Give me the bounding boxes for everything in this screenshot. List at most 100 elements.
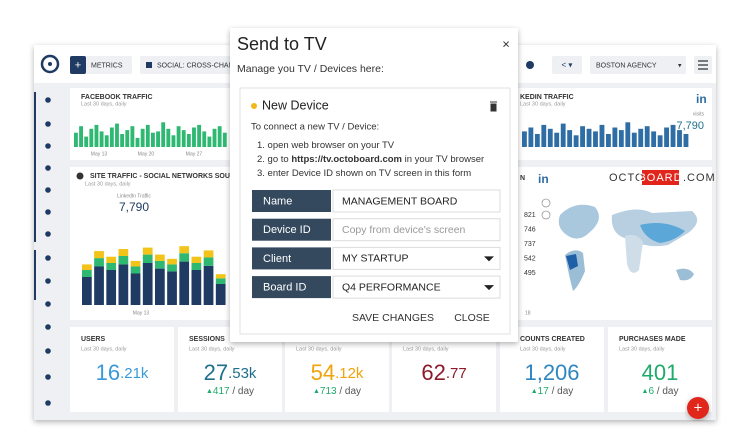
kpi-value-suffix: .77 bbox=[446, 365, 467, 382]
field-input[interactable] bbox=[332, 189, 501, 213]
bar bbox=[99, 131, 104, 147]
dropdown-caret[interactable] bbox=[484, 285, 494, 291]
bar-segment bbox=[130, 266, 141, 274]
sidebar-icon[interactable] bbox=[45, 301, 51, 307]
kpi-value-main: 16 bbox=[96, 360, 120, 385]
bar bbox=[171, 135, 176, 147]
bar bbox=[94, 124, 99, 147]
grid-icon bbox=[146, 62, 152, 68]
bar-segment bbox=[215, 274, 226, 279]
map-value: 495 bbox=[524, 270, 536, 277]
kpi-delta-unit: / day bbox=[232, 386, 254, 397]
kpi-delta: ▲713 / day bbox=[313, 386, 361, 397]
brand-box-text: BOARD bbox=[638, 172, 682, 184]
dashboard-selector[interactable] bbox=[140, 56, 232, 74]
bar bbox=[89, 128, 94, 147]
sidebar-icon[interactable] bbox=[45, 278, 51, 284]
close-button[interactable]: CLOSE bbox=[454, 312, 490, 324]
widget-subtitle: Last 30 days, daily bbox=[81, 101, 127, 107]
delete-icon[interactable] bbox=[490, 101, 497, 112]
sidebar-icon[interactable] bbox=[45, 231, 51, 237]
bar-segment bbox=[191, 263, 202, 270]
gear-icon[interactable] bbox=[76, 172, 84, 180]
sidebar-accent bbox=[34, 250, 36, 300]
bar-segment bbox=[82, 264, 92, 270]
map-card bbox=[518, 167, 712, 320]
kpi-value: 16.21k bbox=[96, 360, 149, 385]
sidebar-icon[interactable] bbox=[45, 165, 51, 171]
bar-segment bbox=[191, 256, 202, 263]
kpi-delta-value: 17 bbox=[538, 386, 550, 397]
bar bbox=[638, 128, 644, 147]
step: 1. open web browser on your TV bbox=[257, 140, 395, 151]
modal-close-icon[interactable]: × bbox=[502, 36, 510, 51]
metric-value: 7,790 bbox=[676, 120, 704, 132]
bar-segment bbox=[118, 249, 129, 256]
sidebar-icon[interactable] bbox=[45, 121, 51, 127]
sidebar-icon[interactable] bbox=[45, 255, 51, 261]
bar-segment bbox=[155, 268, 165, 305]
step: 2. go to https://tv.octoboard.com in you… bbox=[257, 154, 484, 165]
bar bbox=[612, 127, 618, 147]
field-input[interactable] bbox=[332, 218, 501, 242]
add-plus: + bbox=[694, 399, 703, 416]
kpi-value-suffix: .53k bbox=[228, 365, 257, 382]
brand-box bbox=[642, 170, 679, 185]
kpi-subtitle: Last 30 days, daily bbox=[296, 346, 342, 352]
delta-arrow: ▲ bbox=[313, 388, 320, 395]
kpi-delta-value: 6 bbox=[648, 386, 654, 397]
bar-segment bbox=[191, 270, 202, 305]
globe-icon[interactable] bbox=[526, 61, 534, 69]
status-dot bbox=[251, 103, 257, 109]
bar bbox=[534, 134, 540, 147]
sidebar-icon[interactable] bbox=[45, 143, 51, 149]
bar bbox=[573, 135, 579, 147]
facebook-card bbox=[70, 88, 230, 160]
modal-title: Send to TV bbox=[237, 34, 327, 54]
dropdown-caret[interactable] bbox=[484, 256, 494, 262]
bar bbox=[151, 132, 155, 147]
field-label-box bbox=[252, 190, 331, 212]
field-label: Client bbox=[263, 253, 291, 265]
kpi-delta-value: 417 bbox=[213, 386, 230, 397]
field-value: Q4 PERFORMANCE bbox=[342, 281, 441, 293]
logo bbox=[40, 54, 60, 74]
sidebar-icon[interactable] bbox=[45, 97, 51, 103]
field-label: Device ID bbox=[263, 224, 311, 236]
field-input[interactable] bbox=[332, 246, 501, 270]
kpi-title: PURCHASES MADE bbox=[619, 336, 686, 343]
logo-dot bbox=[48, 62, 52, 66]
map-value: 746 bbox=[524, 226, 536, 233]
delta-arrow: ▲ bbox=[642, 388, 649, 395]
kpi-delta-value: 713 bbox=[320, 386, 337, 397]
add-button[interactable] bbox=[687, 397, 709, 419]
zoom-out[interactable] bbox=[541, 210, 551, 220]
kpi-delta-unit: / day bbox=[339, 386, 361, 397]
bar-segment bbox=[94, 258, 104, 267]
bar bbox=[683, 134, 689, 147]
sidebar-icon[interactable] bbox=[45, 348, 51, 354]
plus: + bbox=[75, 59, 81, 71]
sidebar-icon[interactable] bbox=[45, 209, 51, 215]
kpi-delta-unit: / day bbox=[657, 386, 679, 397]
kpi-value: 401 bbox=[642, 360, 679, 385]
bar-segment bbox=[179, 246, 190, 254]
date-label: May 13 bbox=[133, 310, 150, 316]
sidebar-icon[interactable] bbox=[45, 324, 51, 330]
bar-segment bbox=[142, 254, 153, 263]
bar bbox=[586, 128, 592, 147]
share-button[interactable] bbox=[552, 56, 582, 74]
bar bbox=[176, 126, 181, 147]
bar-segment bbox=[203, 257, 214, 266]
bar bbox=[181, 130, 186, 147]
bar-segment bbox=[179, 261, 190, 305]
sidebar-icon[interactable] bbox=[45, 400, 51, 406]
sidebar-icon[interactable] bbox=[45, 187, 51, 193]
bar-segment bbox=[130, 260, 141, 267]
save-button[interactable]: SAVE CHANGES bbox=[352, 312, 434, 324]
bar bbox=[145, 124, 150, 147]
sidebar-icon[interactable] bbox=[45, 374, 51, 380]
field-input[interactable] bbox=[332, 275, 501, 299]
account-selector[interactable] bbox=[590, 56, 686, 74]
zoom-in[interactable] bbox=[541, 198, 551, 208]
